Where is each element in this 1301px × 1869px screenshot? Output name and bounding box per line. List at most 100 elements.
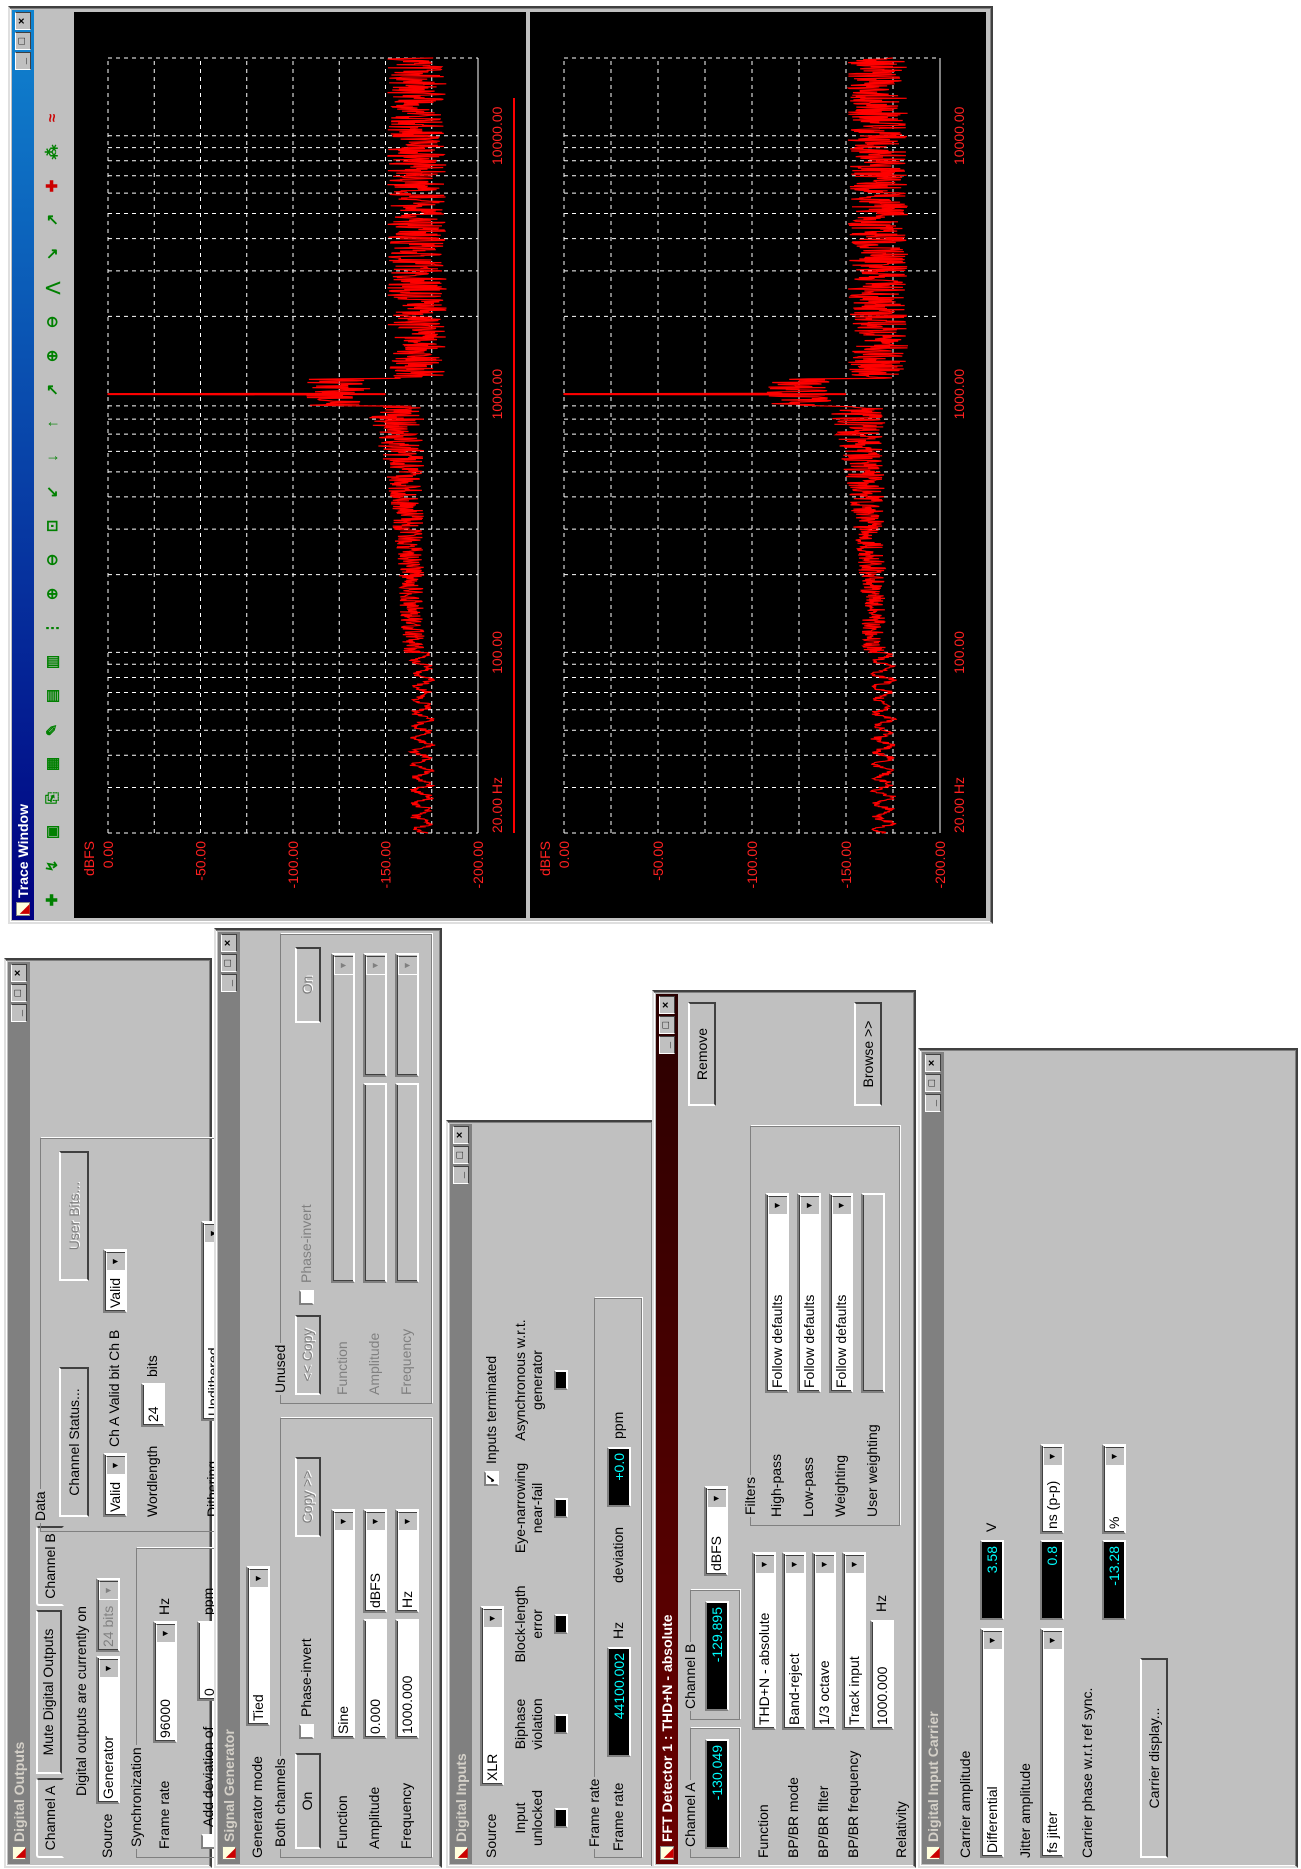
close-button[interactable]: × [221,934,237,952]
high-pass-select[interactable]: Follow defaults [765,1193,789,1393]
close-button[interactable]: × [15,12,31,30]
low-pass-select[interactable]: Follow defaults [797,1193,821,1393]
fft-unit-select[interactable]: dBFS [704,1486,728,1576]
zoom-x-in-icon[interactable]: ⊕ [44,349,61,363]
close-button[interactable]: × [659,996,675,1014]
carrier-phase-unit[interactable]: % [1102,1444,1126,1534]
minimize-button[interactable]: _ [221,974,237,992]
numeric-icon[interactable]: ⋮ [44,620,61,636]
cursor-icon[interactable]: ✎ [44,723,61,737]
unused-group: Unused << Copy Phase-invert On Function … [271,934,432,1404]
phase-invert-2-checkbox [299,1290,314,1305]
carrier-title: Digital Input Carrier [925,1711,941,1842]
fft-title-bar[interactable]: ◣ FFT Detector 1 : THD+N - absolute _ □ × [656,994,678,1864]
arrow-up-right-icon[interactable]: ↗ [44,383,61,397]
fft-function-select[interactable]: THD+N - absolute [752,1552,776,1730]
jitter-amplitude-mode[interactable]: fs jitter [1040,1628,1064,1858]
remove-trace-icon[interactable]: ↯ [44,859,61,873]
y-tick-label: 0.00 [556,841,572,868]
amplitude-input[interactable]: 0.000 [363,1619,387,1739]
add-trace-icon[interactable]: ✚ [44,893,61,907]
red-trace-icon[interactable]: ≈ [44,113,61,123]
amplitude-unit-select[interactable]: dBFS [363,1509,387,1613]
browse-button[interactable]: Browse >> [854,1002,882,1106]
dout-source-select[interactable]: Generator [96,1656,120,1804]
minimize-button[interactable]: _ [11,1004,27,1022]
frequency-input[interactable]: 1000.000 [395,1619,419,1739]
valid-a-select[interactable]: Valid [103,1453,127,1517]
y-tick-label: -150.00 [378,841,394,889]
maximize-button[interactable]: □ [221,954,237,972]
bpbr-frequency-hz: Hz [873,1594,889,1612]
minimize-button[interactable]: _ [453,1166,469,1184]
minimize-button[interactable]: _ [925,1094,941,1112]
weighting-select[interactable]: Follow defaults [829,1193,853,1393]
channel-a-display: -130.049 [705,1739,729,1849]
generator-on-button[interactable]: On [295,1753,321,1849]
din-source-select[interactable]: XLR [480,1606,504,1786]
curve-down-icon[interactable]: ↘ [44,247,61,261]
zoom-in-icon[interactable]: ⊕ [44,587,61,601]
arrow-down-left-icon[interactable]: ↙ [44,485,61,499]
graph-icon[interactable]: ⋀ [44,281,61,295]
trace-title: Trace Window [15,803,31,898]
green-icon[interactable]: ▦ [44,756,61,772]
bpbr-frequency-select[interactable]: Track input [842,1552,866,1730]
close-button[interactable]: × [11,964,27,982]
add-marker-icon[interactable]: ✚ [44,179,61,193]
trace-toolbar: ✚ ↯ ▣ ⎘ ▦ ✎ ▤ ▥ ⋮ ⊕ ⊖ ⊡ ↙ ↓ ↑ ↗ ⊕ ⊖ ⋀ ↘ ↗ ✚ ⁂ ≈ [36,12,72,918]
din-frame-rate-display: 44100.002 [607,1647,631,1757]
jitter-unit-select[interactable]: ns (p-p) [1040,1444,1064,1534]
zoom-out-icon[interactable]: ⊖ [44,553,61,567]
inputs-terminated-checkbox[interactable]: ✓ [484,1471,499,1486]
filters-group: Filters High-pass Follow defaults Low-pa… [741,1126,900,1526]
remove-button[interactable]: Remove [688,1002,716,1106]
valid-b-select[interactable]: Valid [103,1249,127,1313]
frequency-2-input [395,1083,419,1283]
maximize-button[interactable]: □ [453,1146,469,1164]
close-button[interactable]: × [453,1126,469,1144]
trace-window-icon: ◣ [16,902,31,916]
bpbr-frequency-label: BP/BR frequency [845,1750,861,1858]
channel-status-button[interactable]: Channel Status... [59,1367,89,1517]
generator-mode-select[interactable]: Tied [246,1566,270,1726]
bpbr-filter-select[interactable]: 1/3 octave [812,1552,836,1730]
maximize-button[interactable]: □ [15,32,31,50]
bpbr-mode-select[interactable]: Band-reject [782,1552,806,1730]
carrier-amplitude-mode[interactable]: Differential [980,1628,1004,1858]
copy-icon[interactable]: ⎘ [44,792,61,805]
table-icon[interactable]: ▥ [44,654,61,670]
save-icon[interactable]: ▣ [44,824,61,840]
curve-up-icon[interactable]: ↗ [44,213,61,227]
bpbr-frequency-input[interactable]: 1000.000 [870,1620,894,1730]
mute-digital-outputs-button[interactable]: Mute Digital Outputs [36,1610,62,1774]
zoom-x-out-icon[interactable]: ⊖ [44,315,61,329]
edit-icon[interactable]: ▤ [44,688,61,704]
arrow-down-icon[interactable]: ↓ [44,454,61,462]
minimize-button[interactable]: _ [659,1036,675,1054]
phase-invert-checkbox[interactable] [299,1724,314,1739]
minimize-button[interactable]: _ [15,52,31,70]
tab-channel-b[interactable]: Channel B [36,1526,64,1606]
zoom-fit-icon[interactable]: ⊡ [44,519,61,533]
din-title-bar[interactable]: ◣ Digital Inputs _ □ × [450,1124,472,1864]
x-tick-label: 20.00 Hz [489,777,505,833]
valid-bit-label: Ch A Valid bit Ch B [106,1329,122,1447]
settings-icon[interactable]: ⁂ [44,144,61,160]
trace-title-bar[interactable]: ◣ Trace Window _ □ × [12,10,34,920]
maximize-button[interactable]: □ [925,1074,941,1092]
siggen-title-bar[interactable]: ◣ Signal Generator _ □ × [218,932,240,1864]
frame-rate-select[interactable]: 96000 [153,1621,177,1743]
arrow-up-icon[interactable]: ↑ [44,420,61,428]
close-button[interactable]: × [925,1054,941,1072]
carrier-title-bar[interactable]: ◣ Digital Input Carrier _ □ × [922,1052,944,1864]
dout-panel-title-bar[interactable]: ◣ Digital Outputs _ □ × [8,962,30,1864]
maximize-button[interactable]: □ [659,1016,675,1034]
maximize-button[interactable]: □ [11,984,27,1002]
function-select[interactable]: Sine [331,1509,355,1739]
tab-channel-a[interactable]: Channel A [36,1778,64,1858]
wordlength-spinner[interactable]: 24 [141,1383,165,1427]
carrier-display-button[interactable]: Carrier display... [1140,1658,1168,1858]
frame-rate-label: Frame rate [156,1780,172,1849]
frequency-unit-select[interactable]: Hz [395,1509,419,1613]
